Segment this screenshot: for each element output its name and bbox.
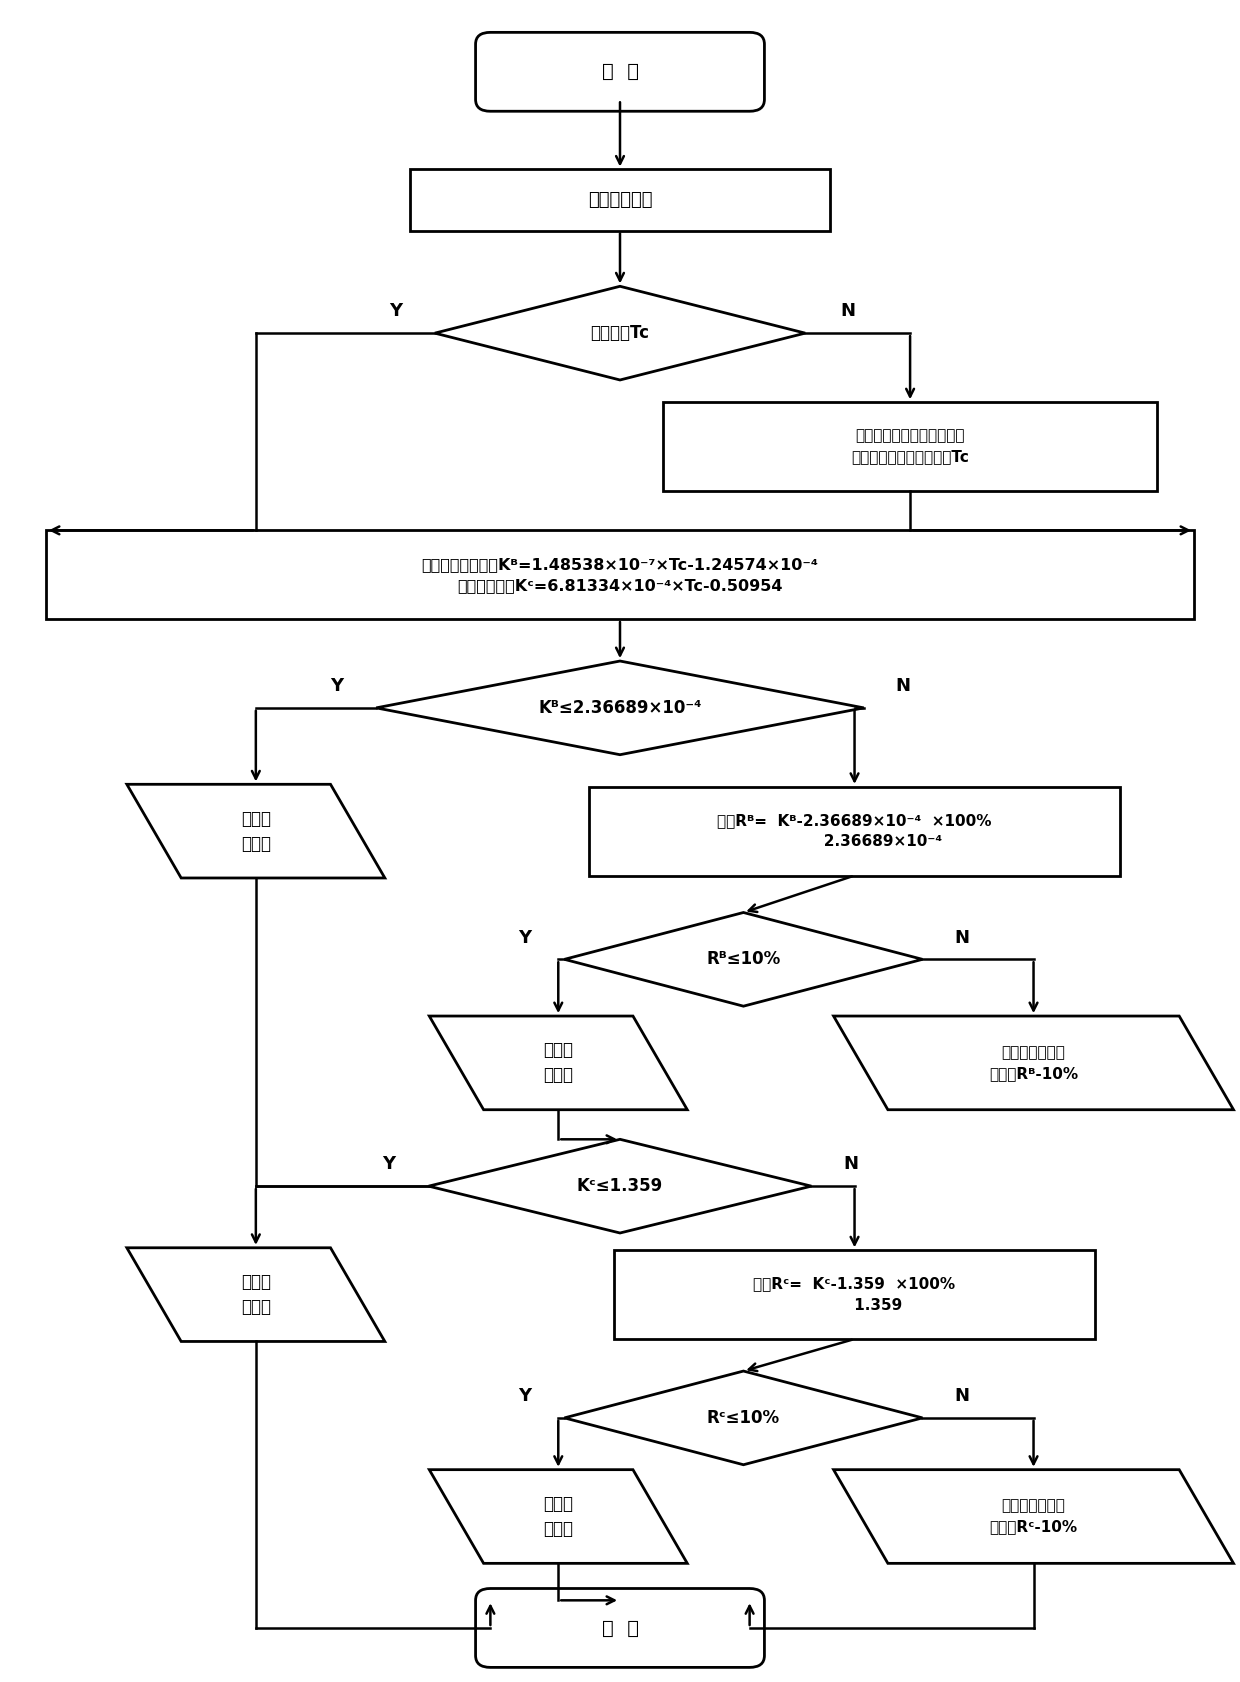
Bar: [46, 530, 1194, 619]
Text: Y: Y: [518, 928, 532, 947]
Polygon shape: [376, 661, 864, 755]
Text: 结  束: 结 束: [601, 1618, 639, 1638]
Bar: [410, 170, 830, 230]
FancyBboxPatch shape: [476, 1588, 764, 1667]
Polygon shape: [429, 1016, 687, 1110]
Text: Y: Y: [518, 1388, 532, 1404]
Text: 选择被测光源: 选择被测光源: [588, 192, 652, 209]
Text: 开  始: 开 始: [601, 62, 639, 81]
Polygon shape: [833, 1470, 1234, 1563]
Text: N: N: [841, 303, 856, 321]
Text: 节律效应超过安
全值的Rᶜ-10%: 节律效应超过安 全值的Rᶜ-10%: [990, 1499, 1078, 1534]
Text: Kᴮ≤2.36689×10⁻⁴: Kᴮ≤2.36689×10⁻⁴: [538, 698, 702, 717]
Text: 蓝光危
害合格: 蓝光危 害合格: [241, 809, 270, 853]
Text: 蓝光危
害合格: 蓝光危 害合格: [543, 1041, 573, 1085]
Text: Y: Y: [389, 303, 402, 321]
Bar: [589, 787, 1120, 876]
Polygon shape: [564, 1371, 923, 1465]
Polygon shape: [126, 784, 384, 878]
Text: Rᶜ≤10%: Rᶜ≤10%: [707, 1410, 780, 1426]
Polygon shape: [429, 1139, 811, 1233]
Polygon shape: [429, 1470, 687, 1563]
Text: Y: Y: [383, 1156, 396, 1174]
Text: Rᴮ≤10%: Rᴮ≤10%: [707, 950, 780, 969]
Text: N: N: [895, 678, 911, 695]
Text: N: N: [955, 928, 970, 947]
Polygon shape: [833, 1016, 1234, 1110]
Text: 节律效
应合格: 节律效 应合格: [543, 1495, 573, 1537]
Text: 蓝光危害超过安
全值的Rᴮ-10%: 蓝光危害超过安 全值的Rᴮ-10%: [990, 1045, 1078, 1082]
Text: N: N: [843, 1156, 858, 1174]
Text: 计算Rᶜ=  Kᶜ-1.359  ×100%
         1.359: 计算Rᶜ= Kᶜ-1.359 ×100% 1.359: [754, 1277, 956, 1312]
Text: 采集被测光源光谱数据，利
用色度分析软件计算色温Tc: 采集被测光源光谱数据，利 用色度分析软件计算色温Tc: [851, 429, 968, 464]
Polygon shape: [564, 913, 923, 1006]
Text: Y: Y: [330, 678, 343, 695]
Polygon shape: [435, 286, 805, 380]
Bar: [663, 402, 1157, 491]
Bar: [614, 1250, 1095, 1339]
Text: N: N: [955, 1388, 970, 1404]
Text: Kᶜ≤1.359: Kᶜ≤1.359: [577, 1177, 663, 1196]
Text: 已知色温Tc: 已知色温Tc: [590, 325, 650, 341]
Text: 计算Rᴮ=  Kᴮ-2.36689×10⁻⁴  ×100%
           2.36689×10⁻⁴: 计算Rᴮ= Kᴮ-2.36689×10⁻⁴ ×100% 2.36689×10⁻⁴: [717, 812, 992, 849]
Text: 节律效
应合格: 节律效 应合格: [241, 1273, 270, 1315]
Text: 计算蓝光危害因子Kᴮ=1.48538×10⁻⁷×Tc-1.24574×10⁻⁴
计算节律因子Kᶜ=6.81334×10⁻⁴×Tc-0.50954: 计算蓝光危害因子Kᴮ=1.48538×10⁻⁷×Tc-1.24574×10⁻⁴ …: [422, 557, 818, 592]
FancyBboxPatch shape: [476, 32, 764, 111]
Polygon shape: [126, 1248, 384, 1342]
